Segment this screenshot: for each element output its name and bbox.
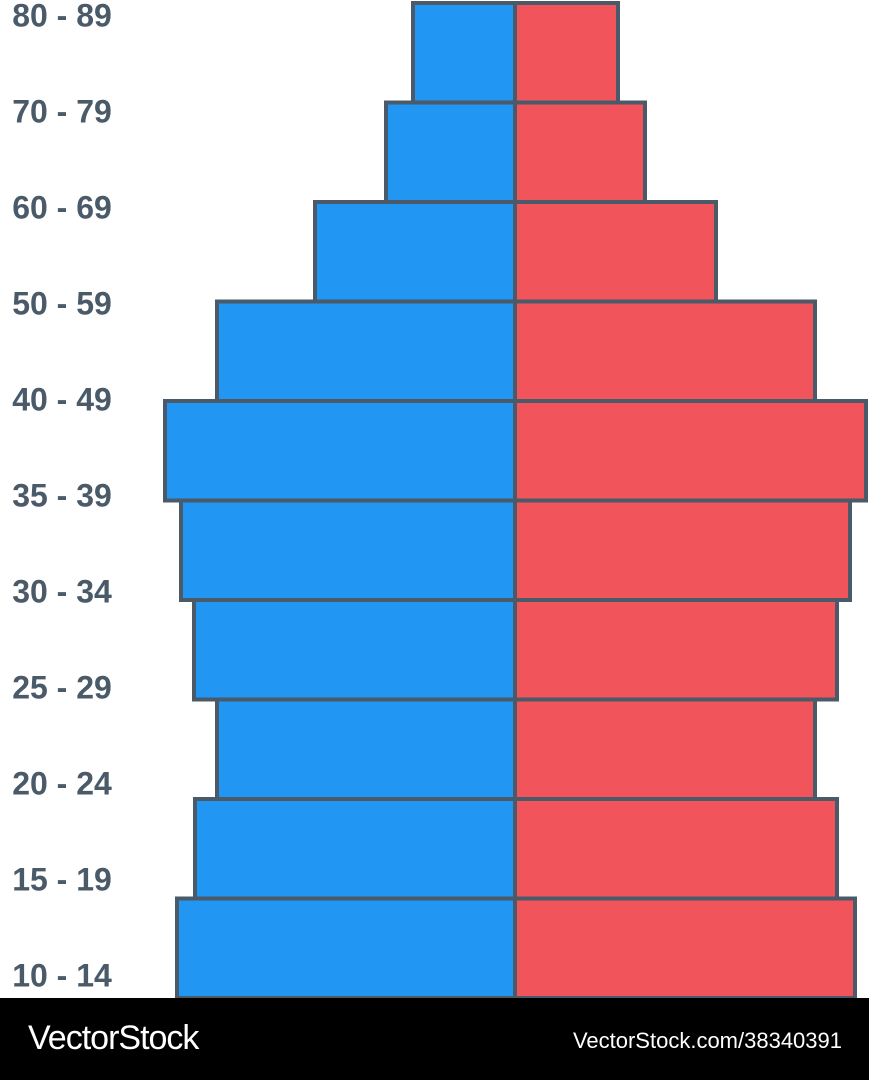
footer-band [0,998,869,1080]
right-bar [513,200,718,304]
left-bar [411,1,517,105]
watermark-url: VectorStock.com/38340391 [573,1028,842,1053]
right-bar [513,697,817,801]
left-bar [163,399,517,503]
right-bar [513,598,839,702]
left-bar [384,100,517,204]
age-label: 60 - 69 [12,189,112,225]
left-bar [193,797,517,901]
age-label: 80 - 89 [12,0,112,33]
left-bar [313,200,517,304]
watermark-brand: VectorStock [28,1019,200,1057]
right-bar [513,399,868,503]
age-label: 70 - 79 [12,93,112,129]
left-bar [215,697,517,801]
right-bar [513,100,647,204]
right-bar [513,896,857,1000]
age-label: 40 - 49 [12,381,112,417]
left-bar [192,598,517,702]
left-bar [215,299,517,403]
age-label: 20 - 24 [12,765,112,801]
right-bar [513,1,620,105]
age-label: 50 - 59 [12,285,112,321]
age-label: 35 - 39 [12,477,112,513]
age-label: 10 - 14 [12,957,112,993]
age-label: 15 - 19 [12,861,112,897]
age-label: 25 - 29 [12,669,112,705]
left-bar [175,896,517,1000]
age-label: 30 - 34 [12,573,112,609]
left-bar [179,498,517,602]
right-bar [513,797,839,901]
right-bar [513,498,852,602]
right-bar [513,299,817,403]
